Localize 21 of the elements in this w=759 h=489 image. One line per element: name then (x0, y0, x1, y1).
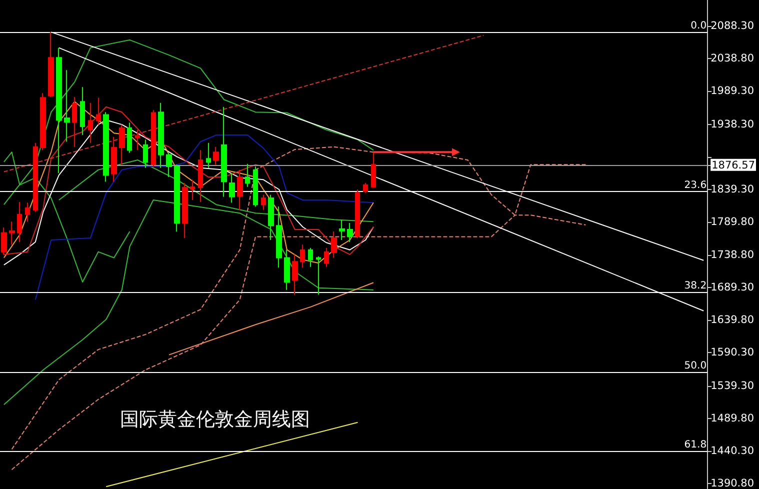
y-tick-label: 1989.30 (710, 84, 754, 97)
y-tick-label: 1590.30 (710, 346, 754, 359)
y-tick-label: 1938.30 (710, 118, 754, 130)
y-tick-label: 1839.30 (710, 183, 754, 196)
annotation: 0.0 (690, 20, 707, 32)
y-tick-label: 2038.80 (710, 52, 754, 64)
y-tick-label: 1440.30 (710, 445, 754, 458)
y-tick-label: 1489.80 (710, 412, 754, 425)
annotation: 50.0 (684, 360, 707, 372)
y-tick-label: 1390.80 (710, 478, 754, 489)
annotation: 38.2 (684, 280, 707, 292)
y-tick-label: 1689.30 (710, 282, 754, 294)
y-tick-label: 1639.80 (710, 314, 754, 326)
y-tick-label: 2088.30 (710, 20, 754, 32)
y-tick-label: 1876.57 (712, 159, 755, 172)
y-tick-label: 1738.80 (710, 249, 754, 262)
y-tick-label: 1789.80 (710, 216, 754, 228)
annotation: 23.6 (684, 180, 707, 191)
y-tick-label: 1539.30 (710, 380, 754, 392)
text: 国际黄金伦敦金周线图 (120, 408, 310, 430)
annotation: 61.8 (684, 440, 707, 451)
